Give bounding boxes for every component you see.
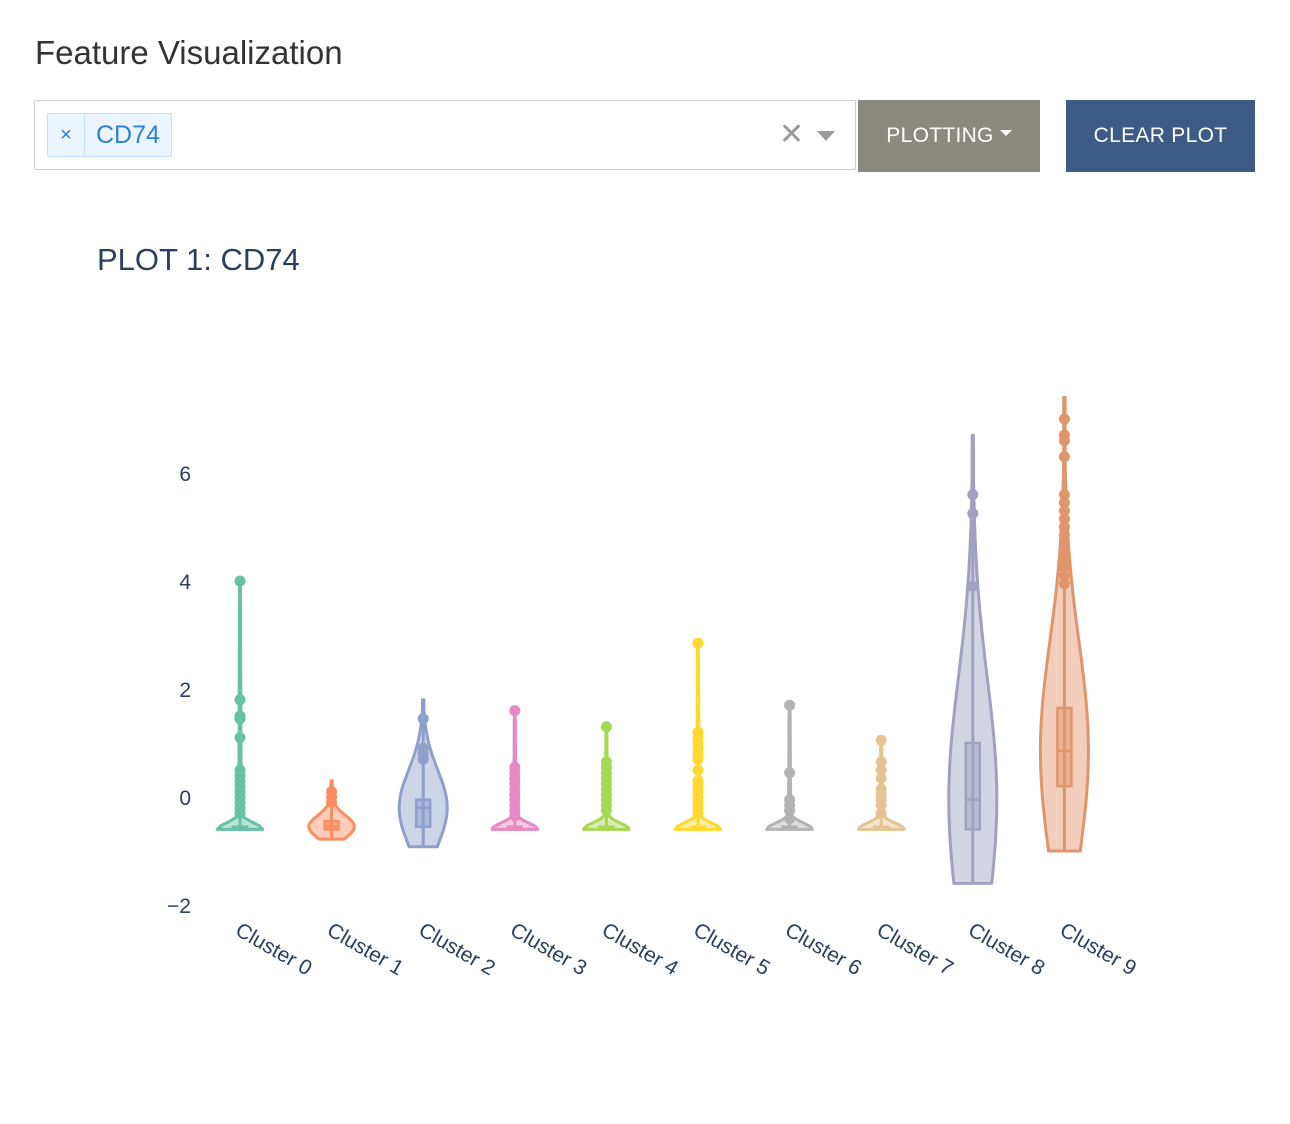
outlier-point	[1058, 489, 1070, 501]
y-axis: −2 0 2 4 6	[167, 463, 191, 918]
tag-label: CD74	[96, 121, 160, 149]
outlier-point	[875, 734, 887, 746]
x-tick-label: Cluster 2	[415, 918, 499, 980]
x-axis: Cluster 0 Cluster 1 Cluster 2 Cluster 3 Clus…	[232, 918, 1141, 980]
violin-6	[765, 699, 814, 831]
caret-down-icon	[999, 130, 1012, 136]
outlier-point	[234, 732, 246, 744]
plot-title: PLOT 1: CD74	[97, 242, 300, 277]
outlier-point	[1058, 570, 1070, 582]
chevron-down-icon[interactable]	[817, 131, 835, 141]
violin-4	[582, 721, 631, 831]
outlier-point	[967, 508, 979, 519]
violin-2	[397, 698, 449, 849]
outlier-point	[234, 575, 246, 587]
clear-selection-icon[interactable]: ✕	[779, 118, 805, 151]
outlier-point	[967, 580, 979, 592]
x-tick-label: Cluster 9	[1056, 918, 1140, 980]
outlier-point	[600, 805, 612, 816]
y-tick-label: 2	[179, 679, 191, 702]
outlier-point	[1058, 505, 1070, 517]
y-tick-label: 4	[179, 571, 191, 594]
outlier-point	[692, 807, 704, 819]
clear-plot-button-label: CLEAR PLOT	[1093, 124, 1228, 147]
feature-selector[interactable]: × CD74 ✕	[34, 100, 856, 170]
outlier-point	[875, 772, 887, 784]
outlier-point	[1058, 413, 1070, 425]
outlier-point	[1058, 545, 1070, 557]
x-tick-label: Cluster 0	[232, 918, 316, 980]
violin-1	[307, 779, 356, 841]
y-tick-label: 0	[179, 787, 191, 810]
outlier-point	[1058, 562, 1070, 573]
outlier-point	[692, 637, 704, 649]
outlier-point	[875, 764, 887, 776]
violin-0	[215, 575, 265, 831]
violin-box	[323, 820, 340, 831]
y-tick-label: 6	[179, 463, 191, 486]
x-tick-label: Cluster 4	[598, 918, 683, 980]
outlier-point	[967, 489, 979, 501]
violin-9	[1038, 395, 1090, 853]
outlier-point	[1058, 578, 1070, 590]
outlier-point	[1058, 537, 1070, 549]
violin-series	[215, 395, 1090, 885]
x-tick-label: Cluster 6	[781, 918, 865, 980]
selected-tag-cd74: × CD74	[47, 113, 172, 157]
outlier-point	[1058, 529, 1070, 541]
clear-plot-button[interactable]: CLEAR PLOT	[1066, 100, 1255, 172]
outlier-point	[509, 705, 521, 717]
x-tick-label: Cluster 7	[873, 918, 957, 980]
outlier-point	[234, 694, 246, 706]
violin-box	[414, 798, 432, 828]
outlier-point	[875, 799, 887, 811]
outlier-point	[326, 796, 338, 808]
plotting-dropdown-button[interactable]: PLOTTING	[858, 100, 1040, 172]
violin-box	[964, 741, 982, 831]
outlier-point	[875, 756, 887, 768]
x-tick-label: Cluster 8	[964, 918, 1048, 980]
outlier-point	[1058, 553, 1070, 565]
outlier-point	[417, 753, 429, 765]
violin-3	[490, 705, 540, 831]
outlier-point	[234, 713, 246, 725]
x-tick-label: Cluster 1	[323, 918, 407, 980]
outlier-point	[1058, 513, 1070, 525]
outlier-point	[692, 753, 704, 765]
y-tick-label: −2	[167, 895, 191, 918]
outlier-point	[692, 764, 704, 776]
outlier-point	[600, 721, 612, 733]
outlier-point	[1058, 435, 1070, 447]
outlier-point	[234, 807, 246, 819]
x-tick-label: Cluster 5	[690, 918, 774, 980]
outlier-point	[1058, 497, 1070, 509]
violin-box	[1056, 706, 1073, 788]
outlier-point	[1058, 521, 1070, 533]
violin-7	[856, 734, 906, 831]
violin-8	[947, 433, 999, 885]
outlier-point	[1058, 451, 1070, 463]
outlier-point	[784, 805, 796, 816]
tag-remove-icon[interactable]: ×	[48, 114, 85, 156]
outlier-point	[875, 807, 887, 819]
outlier-point	[784, 767, 796, 779]
x-tick-label: Cluster 3	[506, 918, 590, 980]
outlier-point	[417, 713, 429, 725]
violin-5	[673, 637, 723, 831]
page-title: Feature Visualization	[35, 34, 343, 71]
outlier-point	[784, 813, 796, 825]
plotting-button-label: PLOTTING	[886, 124, 994, 147]
outlier-point	[509, 810, 521, 822]
outlier-point	[784, 699, 796, 711]
